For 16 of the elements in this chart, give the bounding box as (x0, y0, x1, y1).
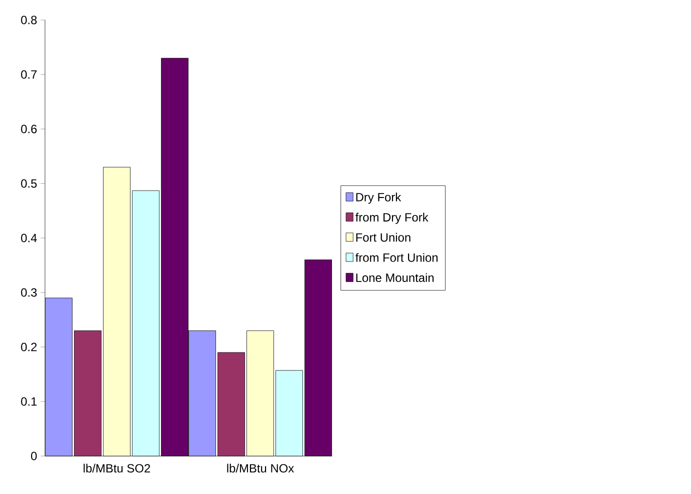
legend-label: from Fort Union (355, 253, 438, 262)
x-tick-label: lb/MBtu NOx (227, 464, 294, 473)
legend-label: Fort Union (356, 232, 410, 242)
y-tick-label: 0.4 (21, 234, 37, 242)
y-tick-label: 0.2 (21, 342, 37, 352)
legend-label: Lone Mountain (356, 273, 434, 282)
y-tick-label: 0.5 (21, 179, 37, 188)
legend-label: Dry Fork (356, 192, 402, 204)
y-tick-label: 0 (31, 452, 37, 460)
y-tick-label: 0.8 (21, 16, 37, 24)
y-tick-label: 0.7 (21, 70, 37, 79)
y-tick-label: 0.3 (21, 288, 37, 297)
legend-label: from Dry Fork (355, 212, 428, 224)
y-tick-label: 0.1 (21, 397, 37, 406)
x-tick-label: lb/MBtu SO2 (84, 464, 150, 473)
y-tick-label: 0.6 (21, 124, 37, 134)
